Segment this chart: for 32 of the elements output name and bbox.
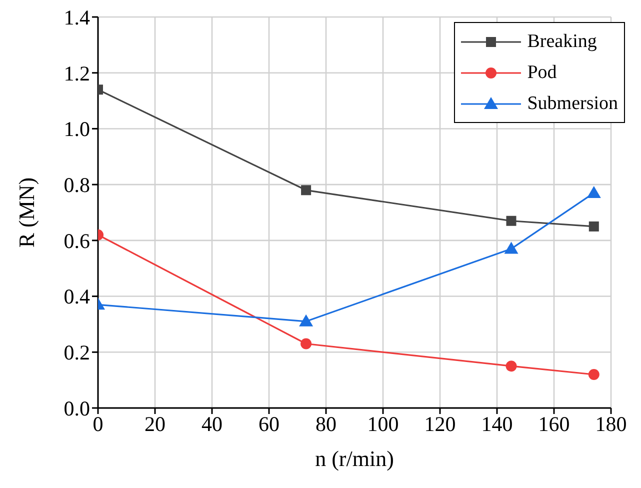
point (586, 186, 601, 198)
y-tick-label: 0.8 (64, 173, 90, 198)
y-tick-label: 0.0 (64, 396, 90, 420)
x-tick-label: 0 (92, 412, 104, 436)
x-axis-title: n (r/min) (315, 446, 394, 471)
y-tick-label: 1.0 (64, 117, 90, 142)
x-tick-label: 40 (202, 412, 222, 436)
point (588, 368, 600, 380)
x-tick-label: 60 (258, 412, 280, 436)
x-tick-label: 20 (144, 412, 166, 436)
legend-label: Breaking (527, 30, 597, 52)
point (301, 185, 312, 196)
x-tick-label: 100 (367, 412, 399, 436)
legend-label: Pod (527, 62, 557, 84)
point (588, 221, 599, 232)
x-tick-label: 160 (538, 412, 570, 436)
x-tick-label: 140 (481, 412, 513, 436)
point (299, 314, 314, 326)
y-tick-label: 1.2 (64, 61, 90, 86)
x-tick-label: 180 (595, 412, 627, 436)
y-tick-label: 0.4 (64, 284, 90, 309)
y-tick-label: 0.6 (64, 228, 90, 253)
x-tick-label: 120 (424, 412, 456, 436)
y-tick-label: 1.4 (64, 5, 90, 30)
y-axis-title: R (MN) (14, 177, 39, 248)
x-tick-label: 80 (316, 412, 336, 436)
point (506, 360, 517, 372)
y-tick-label: 0.2 (64, 340, 90, 365)
point (504, 242, 518, 254)
point (506, 216, 516, 226)
legend-label: Submersion (527, 92, 618, 114)
point (300, 338, 312, 350)
